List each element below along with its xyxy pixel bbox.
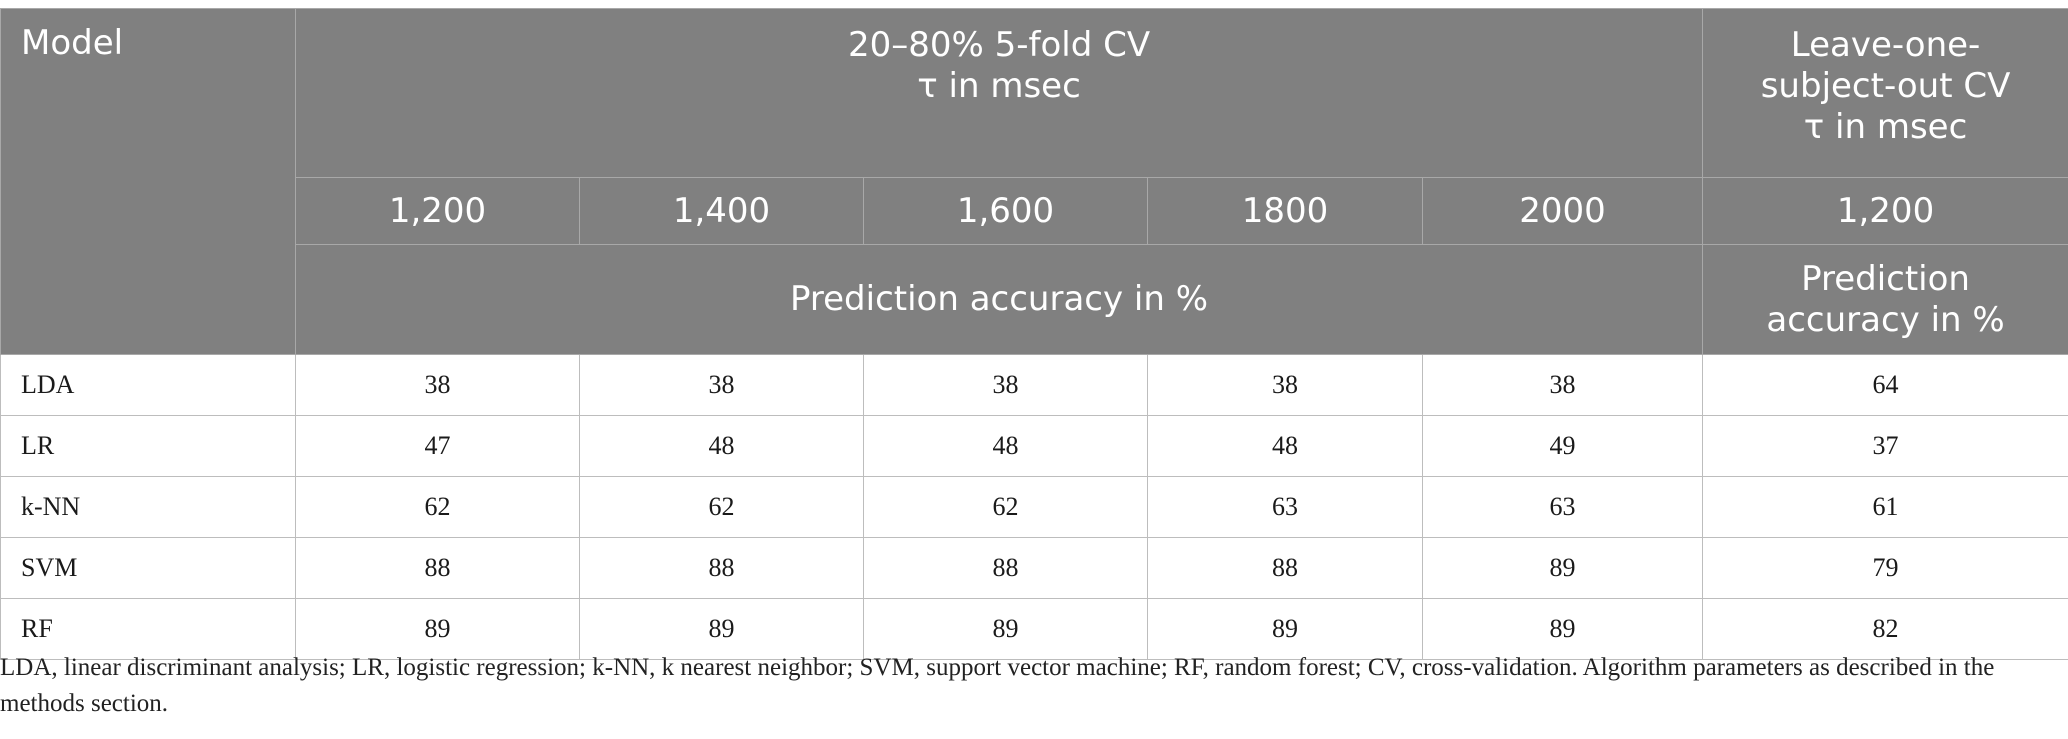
table-row: RF 89 89 89 89 89 82 (0, 598, 2068, 660)
table-row: k-NN 62 62 62 63 63 61 (0, 476, 2068, 538)
table-header: Model 20–80% 5-fold CV τ in msec Leave-o… (0, 8, 2068, 355)
loso-accuracy-cell: 79 (1702, 537, 2068, 599)
accuracy-cell: 62 (295, 476, 580, 538)
accuracy-cell: 89 (863, 598, 1148, 660)
tau-header: 1,400 (579, 177, 864, 245)
accuracy-cell: 38 (863, 354, 1148, 416)
table-row: SVM 88 88 88 88 89 79 (0, 537, 2068, 599)
accuracy-cell: 62 (579, 476, 864, 538)
model-name: LDA (0, 354, 296, 416)
table-row: LDA 38 38 38 38 38 64 (0, 354, 2068, 416)
accuracy-cell: 89 (579, 598, 864, 660)
tau-header: 2000 (1421, 177, 1704, 245)
accuracy-cell: 48 (863, 415, 1148, 477)
model-name: k-NN (0, 476, 296, 538)
loso-accuracy-line2: accuracy in % (1766, 299, 2005, 340)
accuracy-cell: 49 (1421, 415, 1704, 477)
accuracy-cell: 89 (1421, 598, 1704, 660)
cv-title-line1: 20–80% 5-fold CV (847, 25, 1151, 65)
model-name: LR (0, 415, 296, 477)
loso-accuracy-cell: 37 (1702, 415, 2068, 477)
results-table-container: Model 20–80% 5-fold CV τ in msec Leave-o… (0, 8, 2068, 660)
loso-accuracy-line1: Prediction (1801, 258, 1970, 299)
accuracy-header: Prediction accuracy in % (294, 244, 1704, 355)
accuracy-cell: 38 (579, 354, 864, 416)
loso-accuracy-header: Prediction accuracy in % (1702, 244, 2068, 355)
loso-title-line1: Leave-one- (1790, 25, 1981, 65)
loso-title-line3: τ in msec (1803, 107, 1968, 147)
accuracy-cell: 89 (295, 598, 580, 660)
loso-accuracy-cell: 82 (1702, 598, 2068, 660)
accuracy-cell: 88 (295, 537, 580, 599)
model-column-header: Model (0, 8, 296, 355)
loso-title-line2: subject-out CV (1760, 66, 2011, 106)
tau-header: 1,200 (295, 177, 580, 245)
accuracy-cell: 63 (1147, 476, 1423, 538)
table-row: LR 47 48 48 48 49 37 (0, 415, 2068, 477)
accuracy-cell: 88 (579, 537, 864, 599)
table-body: LDA 38 38 38 38 38 64 LR 47 48 48 48 49 … (0, 354, 2068, 660)
model-name: RF (0, 598, 296, 660)
accuracy-cell: 89 (1147, 598, 1423, 660)
loso-accuracy-cell: 64 (1702, 354, 2068, 416)
accuracy-cell: 63 (1421, 476, 1704, 538)
tau-header: 1,600 (863, 177, 1148, 245)
loso-accuracy-cell: 61 (1702, 476, 2068, 538)
accuracy-cell: 38 (1421, 354, 1704, 416)
accuracy-cell: 38 (1147, 354, 1423, 416)
accuracy-cell: 38 (295, 354, 580, 416)
cv-group-header: 20–80% 5-fold CV τ in msec (294, 8, 1704, 178)
accuracy-cell: 88 (863, 537, 1148, 599)
table-footnote: LDA, linear discriminant analysis; LR, l… (0, 654, 1995, 717)
accuracy-cell: 62 (863, 476, 1148, 538)
accuracy-cell: 48 (579, 415, 864, 477)
accuracy-cell: 88 (1147, 537, 1423, 599)
model-name: SVM (0, 537, 296, 599)
accuracy-cell: 89 (1421, 537, 1704, 599)
accuracy-cell: 47 (295, 415, 580, 477)
results-table: Model 20–80% 5-fold CV τ in msec Leave-o… (0, 8, 2068, 660)
tau-header: 1800 (1147, 177, 1423, 245)
cv-title-line2: τ in msec (917, 66, 1081, 106)
loso-group-header: Leave-one- subject-out CV τ in msec (1702, 8, 2068, 178)
accuracy-cell: 48 (1147, 415, 1423, 477)
loso-tau-header: 1,200 (1702, 177, 2068, 245)
